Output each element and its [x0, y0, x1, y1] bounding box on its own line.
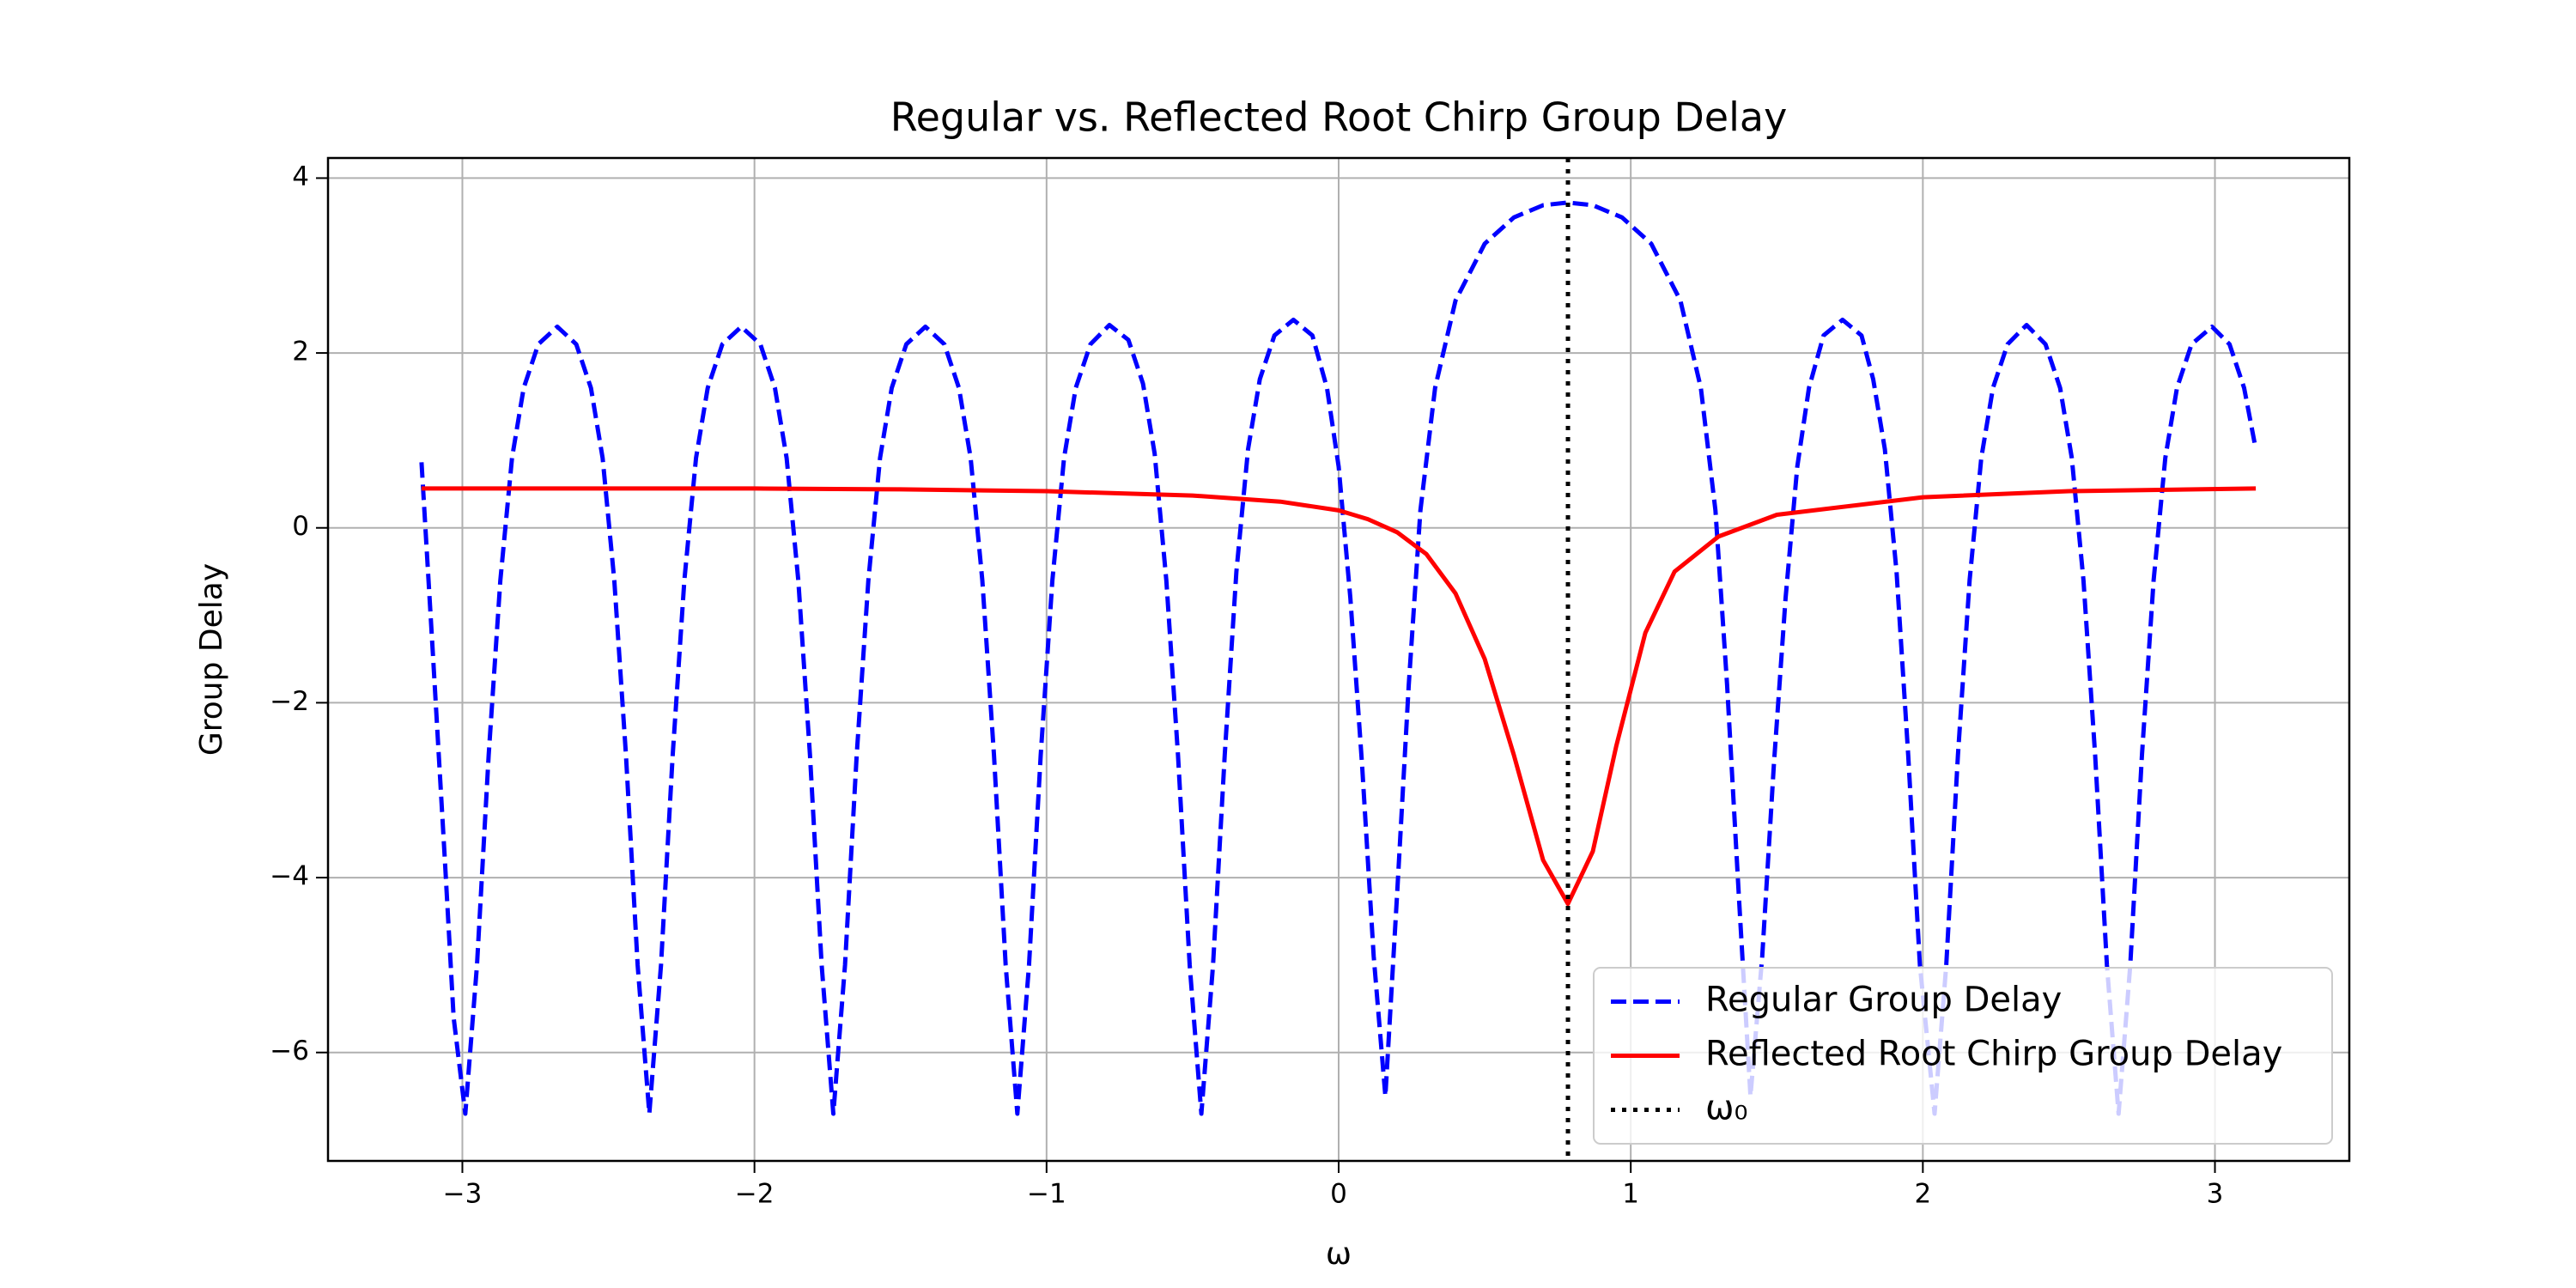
x-tick-label: 0 [1330, 1179, 1347, 1210]
x-tick-label: −3 [443, 1179, 483, 1210]
series-line [419, 200, 2258, 1116]
legend-label: Regular Group Delay [1705, 981, 2062, 1020]
chart-title: Regular vs. Reflected Root Chirp Group D… [890, 94, 1788, 141]
series-line [421, 486, 2257, 907]
legend-label: ω₀ [1705, 1089, 1748, 1128]
y-tick-label: −6 [270, 1036, 309, 1066]
legend-label: Reflected Root Chirp Group Delay [1705, 1035, 2282, 1074]
y-tick-label: −4 [270, 861, 309, 892]
x-axis-label: ω [1326, 1236, 1352, 1272]
y-axis-label: Group Delay [194, 563, 229, 756]
x-tick-label: 3 [2207, 1179, 2224, 1210]
plot-frame [326, 156, 2351, 1163]
x-tick-label: 1 [1622, 1179, 1639, 1210]
y-tick-label: −2 [270, 686, 309, 717]
y-tick-label: 2 [292, 337, 309, 368]
y-tick-label: 0 [292, 511, 309, 542]
x-tick-label: −1 [1027, 1179, 1066, 1210]
x-tick-label: 2 [1914, 1179, 1931, 1210]
x-tick-label: −2 [735, 1179, 775, 1210]
legend-box [1593, 967, 2333, 1145]
y-tick-label: 4 [292, 161, 309, 192]
